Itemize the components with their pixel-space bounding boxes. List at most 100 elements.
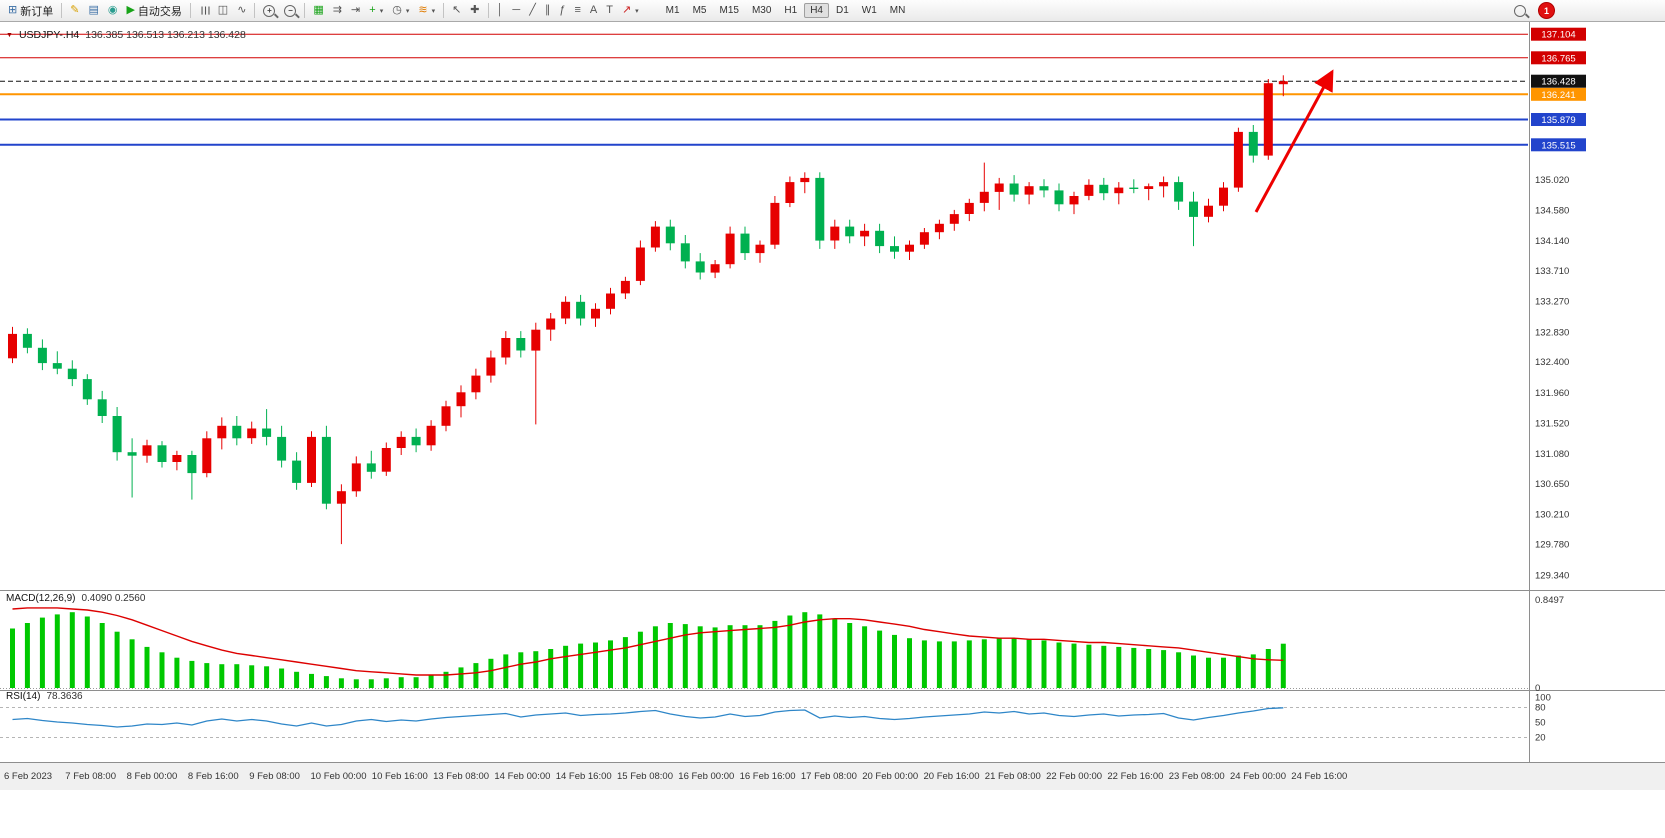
chart-shift-icon: ⇥: [351, 4, 361, 16]
new-order-button[interactable]: ⊞ 新订单: [4, 1, 57, 20]
candle-body: [576, 301, 586, 319]
price-tick-label: 132.400: [1535, 357, 1569, 368]
candle-body: [1009, 183, 1019, 195]
shapes-icon: ≡: [574, 4, 581, 16]
timeframe-h1-button[interactable]: H1: [778, 3, 803, 18]
arrows-tool-button[interactable]: ↗ ▾: [618, 1, 643, 20]
macd-histogram-bar: [323, 676, 329, 688]
macd-histogram-bar: [951, 641, 957, 688]
shapes-button[interactable]: ≡: [570, 1, 584, 20]
candle-body: [187, 455, 197, 474]
channel-button[interactable]: ∥: [541, 1, 555, 20]
new-order-icon: ⊞: [8, 4, 18, 16]
toolbar-right-group: 1: [1514, 2, 1661, 19]
price-level-badge: [1531, 27, 1586, 41]
macd-histogram-bar: [802, 612, 808, 688]
tile-windows-button[interactable]: ▦: [309, 1, 327, 20]
search-icon[interactable]: [1514, 4, 1526, 17]
time-label: 24 Feb 00:00: [1230, 771, 1286, 782]
macd-histogram-bar: [309, 673, 314, 688]
macd-histogram-bar: [712, 627, 718, 688]
time-label: 21 Feb 08:00: [985, 771, 1041, 782]
macd-histogram-bar: [294, 671, 300, 688]
timeframe-m30-button[interactable]: M30: [746, 3, 777, 18]
ohlc-readout: 136.385 136.513 136.213 136.428: [85, 29, 246, 41]
market-watch-button[interactable]: ▤: [84, 1, 102, 20]
chart-window[interactable]: 135.020 134.580 134.140 133.710 133.270 132.8…: [0, 22, 1665, 838]
cursor-button[interactable]: ↖: [448, 1, 465, 20]
timeframe-m1-button[interactable]: M1: [660, 3, 686, 18]
candle-body: [680, 243, 690, 262]
zoom-out-icon: −: [284, 4, 297, 17]
price-level-badge: [1531, 51, 1586, 65]
macd-histogram-bar: [84, 616, 90, 688]
new-chart-button[interactable]: + ▾: [365, 1, 387, 20]
candle-body: [1204, 205, 1213, 217]
timeframe-h4-button[interactable]: H4: [804, 3, 829, 18]
timeframe-d1-button[interactable]: D1: [830, 3, 855, 18]
time-label: 17 Feb 08:00: [801, 771, 857, 782]
auto-scroll-button[interactable]: ⇉: [329, 1, 346, 20]
text-label-button[interactable]: T: [602, 1, 617, 20]
timeframe-mn-button[interactable]: MN: [884, 3, 912, 18]
zoom-in-button[interactable]: +: [259, 1, 279, 20]
macd-histogram-bar: [907, 638, 912, 688]
candle-body: [1263, 83, 1273, 156]
candle-body: [1039, 186, 1049, 191]
candle-body: [232, 425, 242, 439]
horizontal-line-button[interactable]: ─: [508, 1, 524, 20]
candle-body: [964, 202, 974, 214]
metaeditor-button[interactable]: ✎: [66, 1, 83, 20]
candle-body: [501, 338, 511, 358]
indicators-button[interactable]: ≋ ▾: [414, 1, 439, 20]
timeframe-m5-button[interactable]: M5: [687, 3, 713, 18]
macd-histogram-bar: [652, 626, 658, 688]
candle-body: [591, 308, 600, 319]
candle-body: [785, 182, 795, 203]
candle-body: [426, 425, 436, 446]
chart-canvas[interactable]: 135.020 134.580 134.140 133.710 133.270 132.8…: [0, 22, 1665, 838]
macd-histogram-bar: [398, 677, 404, 688]
time-axis[interactable]: 6 Feb 2023 7 Feb 08:00 8 Feb 00:00 8 Feb 16…: [0, 763, 1665, 790]
price-tick-label: 133.710: [1535, 266, 1569, 277]
macd-histogram-bar: [1221, 657, 1226, 688]
zoom-out-button[interactable]: −: [280, 1, 300, 20]
timeframe-m15-button[interactable]: M15: [713, 3, 744, 18]
candlestick-chart-button[interactable]: ◫: [214, 1, 232, 20]
tile-windows-icon: ▦: [313, 4, 324, 16]
macd-histogram-bar: [772, 620, 778, 688]
macd-histogram-bar: [921, 640, 927, 688]
crosshair-button[interactable]: ✚: [466, 1, 483, 20]
candle-body: [1174, 182, 1184, 202]
time-label: 9 Feb 08:00: [249, 771, 300, 782]
symbol-ohlc-label: ▼ USDJPY-.H4 136.385 136.513 136.213 136…: [6, 29, 246, 41]
fibonacci-icon: ƒ: [559, 4, 566, 16]
timeframe-w1-button[interactable]: W1: [856, 3, 883, 18]
macd-histogram-bar: [892, 634, 897, 688]
periods-button[interactable]: ◷ ▾: [388, 1, 413, 20]
candle-body: [890, 246, 899, 252]
trend-arrow[interactable]: [1254, 69, 1334, 213]
notification-badge[interactable]: 1: [1538, 2, 1555, 19]
text-button[interactable]: A: [586, 1, 601, 20]
macd-histogram-bar: [24, 623, 30, 688]
bar-chart-button[interactable]: ☰: [195, 1, 213, 20]
candle-body: [531, 329, 541, 351]
profile-button[interactable]: ◉: [104, 1, 122, 20]
price-level-badge-text: 135.515: [1541, 140, 1575, 151]
macd-histogram-bar: [1101, 645, 1107, 688]
macd-histogram-bar: [249, 665, 255, 688]
price-tick-label: 135.020: [1535, 175, 1569, 186]
fibonacci-button[interactable]: ƒ: [555, 1, 569, 20]
trendline-button[interactable]: ╱: [525, 1, 540, 20]
price-scale[interactable]: 135.020 134.580 134.140 133.710 133.270 132.8…: [1531, 27, 1586, 582]
candle-body: [67, 368, 77, 380]
chart-shift-button[interactable]: ⇥: [347, 1, 364, 20]
vertical-line-button[interactable]: │: [493, 1, 508, 20]
vertical-line-icon: │: [496, 4, 504, 16]
macd-histogram-bar: [667, 623, 673, 688]
macd-histogram-bar: [832, 618, 838, 688]
algo-trading-button[interactable]: ▶ 自动交易: [122, 1, 185, 20]
line-chart-button[interactable]: ∿: [233, 1, 250, 20]
